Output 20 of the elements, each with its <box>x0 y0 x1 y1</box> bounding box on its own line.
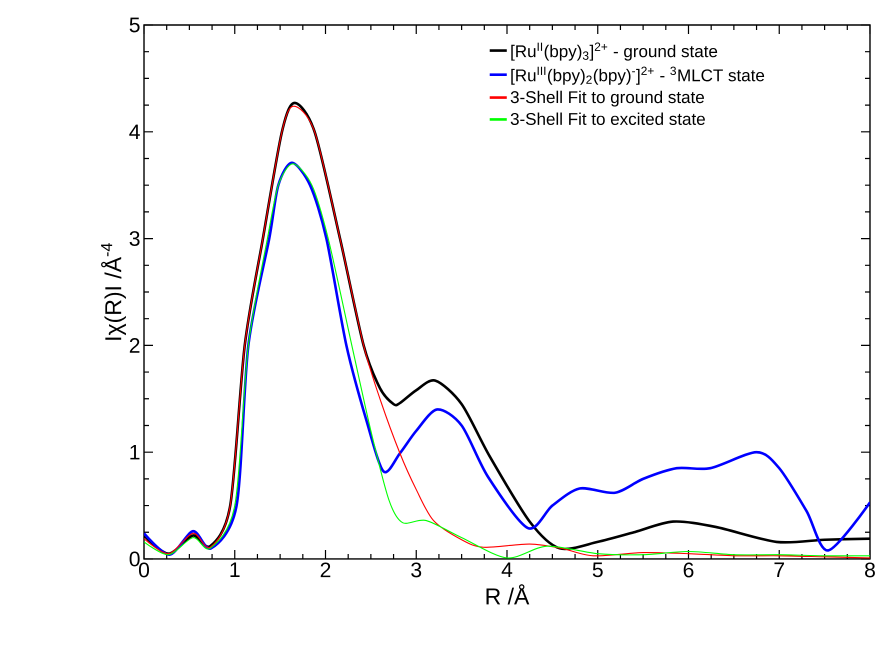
x-tick-label: 3 <box>411 562 422 578</box>
x-tick-label: 5 <box>592 562 603 578</box>
y-tick-label: 5 <box>130 18 140 32</box>
x-tick-label: 6 <box>684 562 694 578</box>
y-tick-label: 1 <box>130 444 140 460</box>
y-tick-label: 3 <box>130 231 140 246</box>
y-axis-title: Iχ(R)I /Å$^{-4}$ <box>101 243 126 340</box>
x-tick-label: 7 <box>774 562 784 577</box>
x-tick-label: 4 <box>502 562 512 577</box>
y-tick-label: 0 <box>130 552 140 566</box>
text: [Ru$^{III}$(bpy)$_{2}$(bpy)$^{-}$]$^{2+}$ - $^{3}$MLCT state <box>511 66 764 85</box>
x-tick-label: 8 <box>865 562 875 578</box>
y-tick-label: 4 <box>129 124 140 140</box>
x-tick-label: 1 <box>230 562 240 577</box>
y-tick-label: 2 <box>130 338 140 353</box>
legend-label: [Ru$^{II}$(bpy)$_{3}$]$^{2+}$ - ground state <box>511 42 718 61</box>
x-tick-label: 2 <box>320 562 330 578</box>
x-axis-title: R /Å <box>486 584 530 605</box>
legend-label: 3-Shell Fit to excited state <box>510 112 705 126</box>
legend-label: 3-Shell Fit to ground state <box>510 90 704 107</box>
